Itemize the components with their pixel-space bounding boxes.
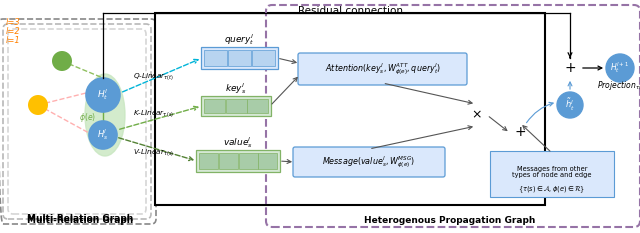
Text: Messages from other
types of node and edge: Messages from other types of node and ed… [512, 165, 592, 178]
FancyBboxPatch shape [155, 13, 545, 205]
Text: $\phi(e)$: $\phi(e)$ [79, 112, 97, 124]
Text: l=3: l=3 [6, 18, 20, 27]
Text: $H^{l+1}_t$: $H^{l+1}_t$ [611, 60, 630, 75]
FancyBboxPatch shape [252, 50, 275, 66]
Circle shape [510, 123, 530, 143]
Text: V-Linear$_{\tau(s)}$: V-Linear$_{\tau(s)}$ [133, 147, 174, 158]
Ellipse shape [85, 74, 125, 156]
Text: K-Linear$_{\tau(s)}$: K-Linear$_{\tau(s)}$ [133, 108, 174, 119]
Text: $Attention(key^l_s, W^{ATT}_{\phi(e)}, query^l_t)$: $Attention(key^l_s, W^{ATT}_{\phi(e)}, q… [324, 61, 440, 77]
Text: $Projection_{\tau(t)}$: $Projection_{\tau(t)}$ [597, 79, 640, 93]
FancyBboxPatch shape [490, 151, 614, 197]
Circle shape [465, 104, 487, 126]
Text: $H^l_t$: $H^l_t$ [97, 87, 109, 102]
Text: Multi-Relation Graph: Multi-Relation Graph [27, 216, 133, 225]
Circle shape [86, 78, 120, 112]
Circle shape [28, 95, 48, 115]
Circle shape [560, 58, 580, 78]
Text: $value^l_s$: $value^l_s$ [223, 135, 253, 150]
FancyBboxPatch shape [201, 96, 271, 116]
FancyBboxPatch shape [239, 153, 258, 169]
FancyBboxPatch shape [204, 99, 225, 113]
FancyBboxPatch shape [247, 99, 268, 113]
Text: Residual connection: Residual connection [298, 6, 403, 16]
Text: $+$: $+$ [564, 61, 576, 75]
Text: $query^l_t$: $query^l_t$ [224, 32, 255, 47]
FancyBboxPatch shape [225, 99, 246, 113]
Text: l=1: l=1 [6, 36, 20, 45]
Text: Multi-Relation Graph: Multi-Relation Graph [27, 214, 133, 223]
FancyBboxPatch shape [204, 50, 227, 66]
Circle shape [557, 92, 583, 118]
FancyBboxPatch shape [219, 153, 238, 169]
FancyBboxPatch shape [228, 50, 251, 66]
Text: $key^l_s$: $key^l_s$ [225, 81, 246, 96]
Text: Q-Linear$_{\tau(t)}$: Q-Linear$_{\tau(t)}$ [133, 71, 175, 82]
Text: l=2: l=2 [6, 27, 20, 36]
Text: $H^l_s$: $H^l_s$ [97, 127, 109, 142]
FancyBboxPatch shape [298, 53, 467, 85]
FancyBboxPatch shape [196, 150, 280, 172]
Text: Heterogenous Propagation Graph: Heterogenous Propagation Graph [364, 216, 536, 225]
Text: $\tilde{h}^l_t$: $\tilde{h}^l_t$ [565, 96, 575, 113]
Text: $\times$: $\times$ [470, 108, 481, 121]
FancyBboxPatch shape [199, 153, 218, 169]
Circle shape [606, 54, 634, 82]
Circle shape [89, 121, 117, 149]
Text: $\{\tau(s) \in \mathcal{A}, \phi(e) \in \mathcal{R}\}$: $\{\tau(s) \in \mathcal{A}, \phi(e) \in … [518, 183, 586, 195]
FancyBboxPatch shape [293, 147, 445, 177]
Text: $+$: $+$ [514, 126, 526, 140]
Circle shape [52, 51, 72, 71]
FancyBboxPatch shape [201, 47, 278, 69]
Text: $Message(value^l_s, W^{MSG}_{\phi(e)})$: $Message(value^l_s, W^{MSG}_{\phi(e)})$ [323, 154, 415, 170]
FancyBboxPatch shape [259, 153, 277, 169]
